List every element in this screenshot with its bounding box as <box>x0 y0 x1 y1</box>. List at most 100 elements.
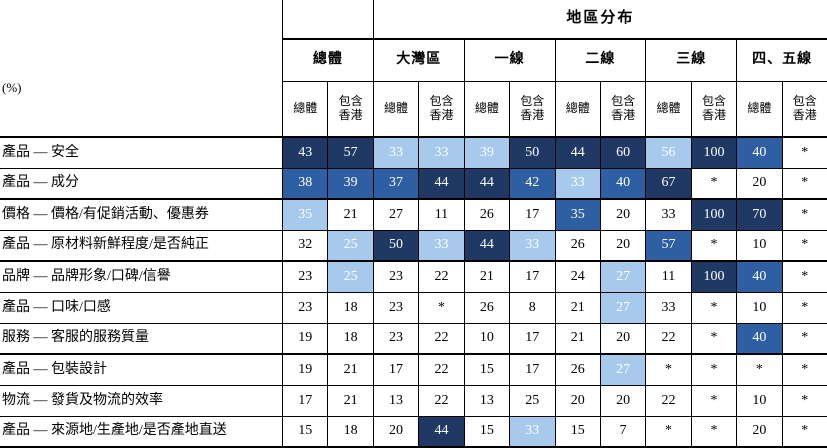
value-cell: 13 <box>372 386 419 417</box>
value-cell: * <box>690 169 737 200</box>
value-cell: * <box>690 293 737 324</box>
row-label: 物流 — 發貨及物流的效率 <box>0 386 282 417</box>
row-label: 價格 — 價格/有促銷活動、優惠券 <box>0 200 282 231</box>
value-cell: 40 <box>599 169 646 200</box>
value-cell: 17 <box>509 324 555 355</box>
value-cell: 19 <box>282 324 328 355</box>
value-cell: 57 <box>327 138 373 169</box>
value-cell: 17 <box>282 386 328 417</box>
value-cell: 10 <box>736 386 782 417</box>
subheader-incl-hk: 包含 香港 <box>690 82 737 138</box>
value-cell: 35 <box>282 200 328 231</box>
value-cell: 60 <box>599 138 646 169</box>
value-cell: 26 <box>554 355 600 386</box>
value-cell: 33 <box>645 293 691 324</box>
value-cell: 44 <box>554 138 600 169</box>
value-cell: * <box>781 386 827 417</box>
value-cell: * <box>781 355 827 386</box>
value-cell: 20 <box>599 386 646 417</box>
value-cell: 25 <box>327 231 373 262</box>
value-cell: * <box>781 324 827 355</box>
value-cell: 15 <box>554 417 600 448</box>
value-cell: * <box>781 200 827 231</box>
col-group-gba: 大灣區 <box>372 40 464 82</box>
value-cell: 11 <box>645 262 691 293</box>
value-cell: 40 <box>736 262 782 293</box>
value-cell: * <box>690 417 737 448</box>
value-cell: 15 <box>463 417 510 448</box>
value-cell: 18 <box>327 324 373 355</box>
col-group-tier1: 一線 <box>463 40 555 82</box>
value-cell: 27 <box>599 262 646 293</box>
value-cell: 18 <box>327 293 373 324</box>
value-cell: 23 <box>372 262 419 293</box>
value-cell: * <box>736 355 782 386</box>
value-cell: 22 <box>418 262 464 293</box>
value-cell: 10 <box>736 293 782 324</box>
value-cell: 25 <box>509 386 555 417</box>
value-cell: 50 <box>372 231 419 262</box>
value-cell: 26 <box>554 231 600 262</box>
subheader-overall: 總體 <box>282 82 328 138</box>
value-cell: 25 <box>327 262 373 293</box>
subheader-incl-hk: 包含 香港 <box>599 82 646 138</box>
row-label: 產品 — 口味/口感 <box>0 293 282 324</box>
value-cell: 24 <box>554 262 600 293</box>
value-cell: 100 <box>690 138 737 169</box>
value-cell: * <box>781 262 827 293</box>
value-cell: 32 <box>282 231 328 262</box>
value-cell: * <box>645 355 691 386</box>
value-cell: 50 <box>509 138 555 169</box>
value-cell: 56 <box>645 138 691 169</box>
value-cell: * <box>645 417 691 448</box>
row-label: 產品 — 原材料新鮮程度/是否純正 <box>0 231 282 262</box>
subheader-incl-hk: 包含 香港 <box>781 82 827 138</box>
row-label: 產品 — 安全 <box>0 138 282 169</box>
value-cell: * <box>690 231 737 262</box>
value-cell: * <box>781 231 827 262</box>
value-cell: 8 <box>509 293 555 324</box>
col-group-tier3: 三線 <box>645 40 737 82</box>
overall-group-top-blank <box>282 0 373 40</box>
subheader-incl-hk: 包含 香港 <box>509 82 555 138</box>
row-label: 產品 — 來源地/生產地/是否產地直送 <box>0 417 282 448</box>
value-cell: 10 <box>463 324 510 355</box>
value-cell: 20 <box>372 417 419 448</box>
subheader-overall: 總體 <box>736 82 782 138</box>
value-cell: 22 <box>645 386 691 417</box>
value-cell: 20 <box>554 386 600 417</box>
value-cell: 22 <box>418 324 464 355</box>
value-cell: 100 <box>690 262 737 293</box>
value-cell: 17 <box>372 355 419 386</box>
value-cell: 39 <box>327 169 373 200</box>
value-cell: * <box>781 138 827 169</box>
value-cell: 44 <box>463 169 510 200</box>
value-cell: 39 <box>463 138 510 169</box>
value-cell: 13 <box>463 386 510 417</box>
value-cell: 33 <box>554 169 600 200</box>
value-cell: 21 <box>554 293 600 324</box>
value-cell: 27 <box>599 355 646 386</box>
value-cell: 20 <box>736 417 782 448</box>
value-cell: 70 <box>736 200 782 231</box>
value-cell: 15 <box>463 355 510 386</box>
corner-blank <box>0 0 282 40</box>
value-cell: 26 <box>463 200 510 231</box>
value-cell: 21 <box>463 262 510 293</box>
row-label: 服務 — 客服的服務質量 <box>0 324 282 355</box>
value-cell: 20 <box>599 324 646 355</box>
value-cell: 40 <box>736 138 782 169</box>
value-cell: * <box>418 293 464 324</box>
col-group-tier45: 四、五線 <box>736 40 827 82</box>
value-cell: 7 <box>599 417 646 448</box>
value-cell: 21 <box>327 355 373 386</box>
value-cell: * <box>781 169 827 200</box>
value-cell: 35 <box>554 200 600 231</box>
subheader-overall: 總體 <box>554 82 600 138</box>
value-cell: 19 <box>282 355 328 386</box>
row-label: 產品 — 成分 <box>0 169 282 200</box>
row-label: 品牌 — 品牌形象/口碑/信譽 <box>0 262 282 293</box>
value-cell: 33 <box>372 138 419 169</box>
